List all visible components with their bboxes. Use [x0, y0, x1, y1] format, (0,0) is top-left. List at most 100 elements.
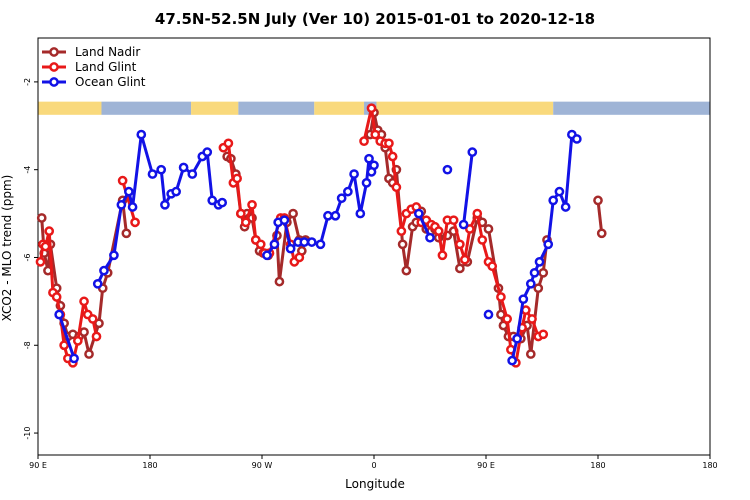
plot-frame — [37, 37, 711, 456]
x-tick-label: 180 — [590, 461, 605, 470]
data-point — [458, 219, 469, 230]
data-point — [92, 278, 103, 289]
data-point — [330, 210, 341, 221]
series-line — [510, 133, 578, 361]
data-point — [442, 164, 453, 175]
data-point — [387, 151, 398, 162]
strip-segment — [314, 101, 365, 115]
strip-segment — [376, 101, 554, 115]
data-point — [171, 186, 181, 197]
data-point — [323, 210, 333, 221]
data-point — [87, 314, 98, 324]
data-point — [99, 265, 109, 276]
data-point — [554, 186, 565, 197]
data-point — [240, 217, 251, 228]
data-point — [35, 257, 46, 267]
data-point — [59, 340, 69, 351]
x-axis: 90 E 180 90 W 0 90 E 180 180 — [29, 455, 718, 470]
data-point — [127, 202, 138, 212]
data-point — [483, 309, 494, 320]
data-point — [54, 309, 65, 320]
y-tick-label: -6 — [23, 253, 32, 261]
data-point — [525, 278, 536, 289]
data-point — [534, 257, 545, 267]
data-point — [433, 226, 444, 236]
data-point — [512, 333, 522, 344]
data-point — [477, 235, 488, 245]
data-point — [262, 250, 272, 261]
legend-label: Land Glint — [75, 60, 137, 74]
data-point — [413, 208, 424, 219]
y-tick-label: -10 — [23, 427, 32, 440]
data-point — [359, 136, 369, 147]
x-tick-label: 0 — [371, 461, 376, 470]
data-point — [232, 173, 242, 184]
series-land-glint — [35, 103, 549, 368]
data-point — [217, 197, 228, 208]
y-tick-label: -8 — [23, 341, 32, 349]
data-point — [483, 224, 494, 234]
data-point — [279, 215, 290, 226]
data-point — [548, 195, 559, 206]
data-point — [156, 164, 167, 175]
x-tick-label: 180 — [142, 461, 157, 470]
data-point — [223, 138, 234, 149]
series-line — [121, 180, 137, 223]
series-line — [596, 200, 604, 234]
series-line — [462, 151, 474, 225]
data-point — [269, 239, 280, 250]
x-tick-label: 90 E — [29, 461, 47, 470]
data-point — [136, 129, 147, 140]
y-axis-label: XCO2 - MLO trend (ppm) — [0, 175, 14, 322]
data-point — [94, 318, 104, 329]
series-line — [57, 314, 76, 359]
data-point — [315, 239, 326, 250]
data-point — [306, 237, 317, 247]
x-tick-label: 90 W — [252, 461, 273, 470]
data-point — [255, 239, 266, 250]
data-point — [401, 265, 412, 276]
data-point — [496, 292, 506, 302]
data-point — [507, 355, 517, 366]
y-axis: -2 -4 -6 -8 -10 — [23, 78, 38, 440]
data-point — [202, 147, 213, 157]
data-point — [36, 213, 47, 223]
legend-marker — [49, 77, 59, 87]
data-point — [294, 252, 305, 263]
data-point — [560, 202, 571, 212]
data-point — [274, 276, 285, 287]
data-point — [464, 224, 475, 234]
legend-label: Land Nadir — [75, 45, 140, 59]
data-point — [51, 292, 62, 302]
data-point — [84, 349, 94, 359]
data-point — [448, 215, 459, 226]
data-point — [69, 353, 79, 364]
data-point — [529, 267, 540, 278]
data-point — [123, 186, 134, 197]
data-point — [361, 178, 372, 188]
data-point — [147, 169, 158, 179]
plot-border — [37, 37, 711, 456]
data-point — [467, 147, 478, 157]
data-point — [207, 195, 218, 206]
data-point — [391, 182, 402, 193]
data-point — [487, 261, 498, 272]
data-point — [116, 199, 127, 210]
data-point — [437, 250, 448, 261]
legend-label: Ocean Glint — [75, 75, 146, 89]
data-point — [502, 314, 513, 324]
data-point — [538, 329, 549, 340]
strip-segment — [238, 101, 315, 115]
data-point — [40, 241, 51, 252]
strip-segment — [38, 101, 102, 115]
data-point — [187, 169, 198, 179]
data-point — [543, 239, 554, 250]
x-axis-label: Longitude — [345, 477, 405, 491]
data-point — [455, 239, 465, 250]
data-point — [72, 336, 83, 346]
strip-segment — [191, 101, 239, 115]
data-point — [355, 208, 366, 219]
y-tick-label: -2 — [23, 78, 32, 86]
